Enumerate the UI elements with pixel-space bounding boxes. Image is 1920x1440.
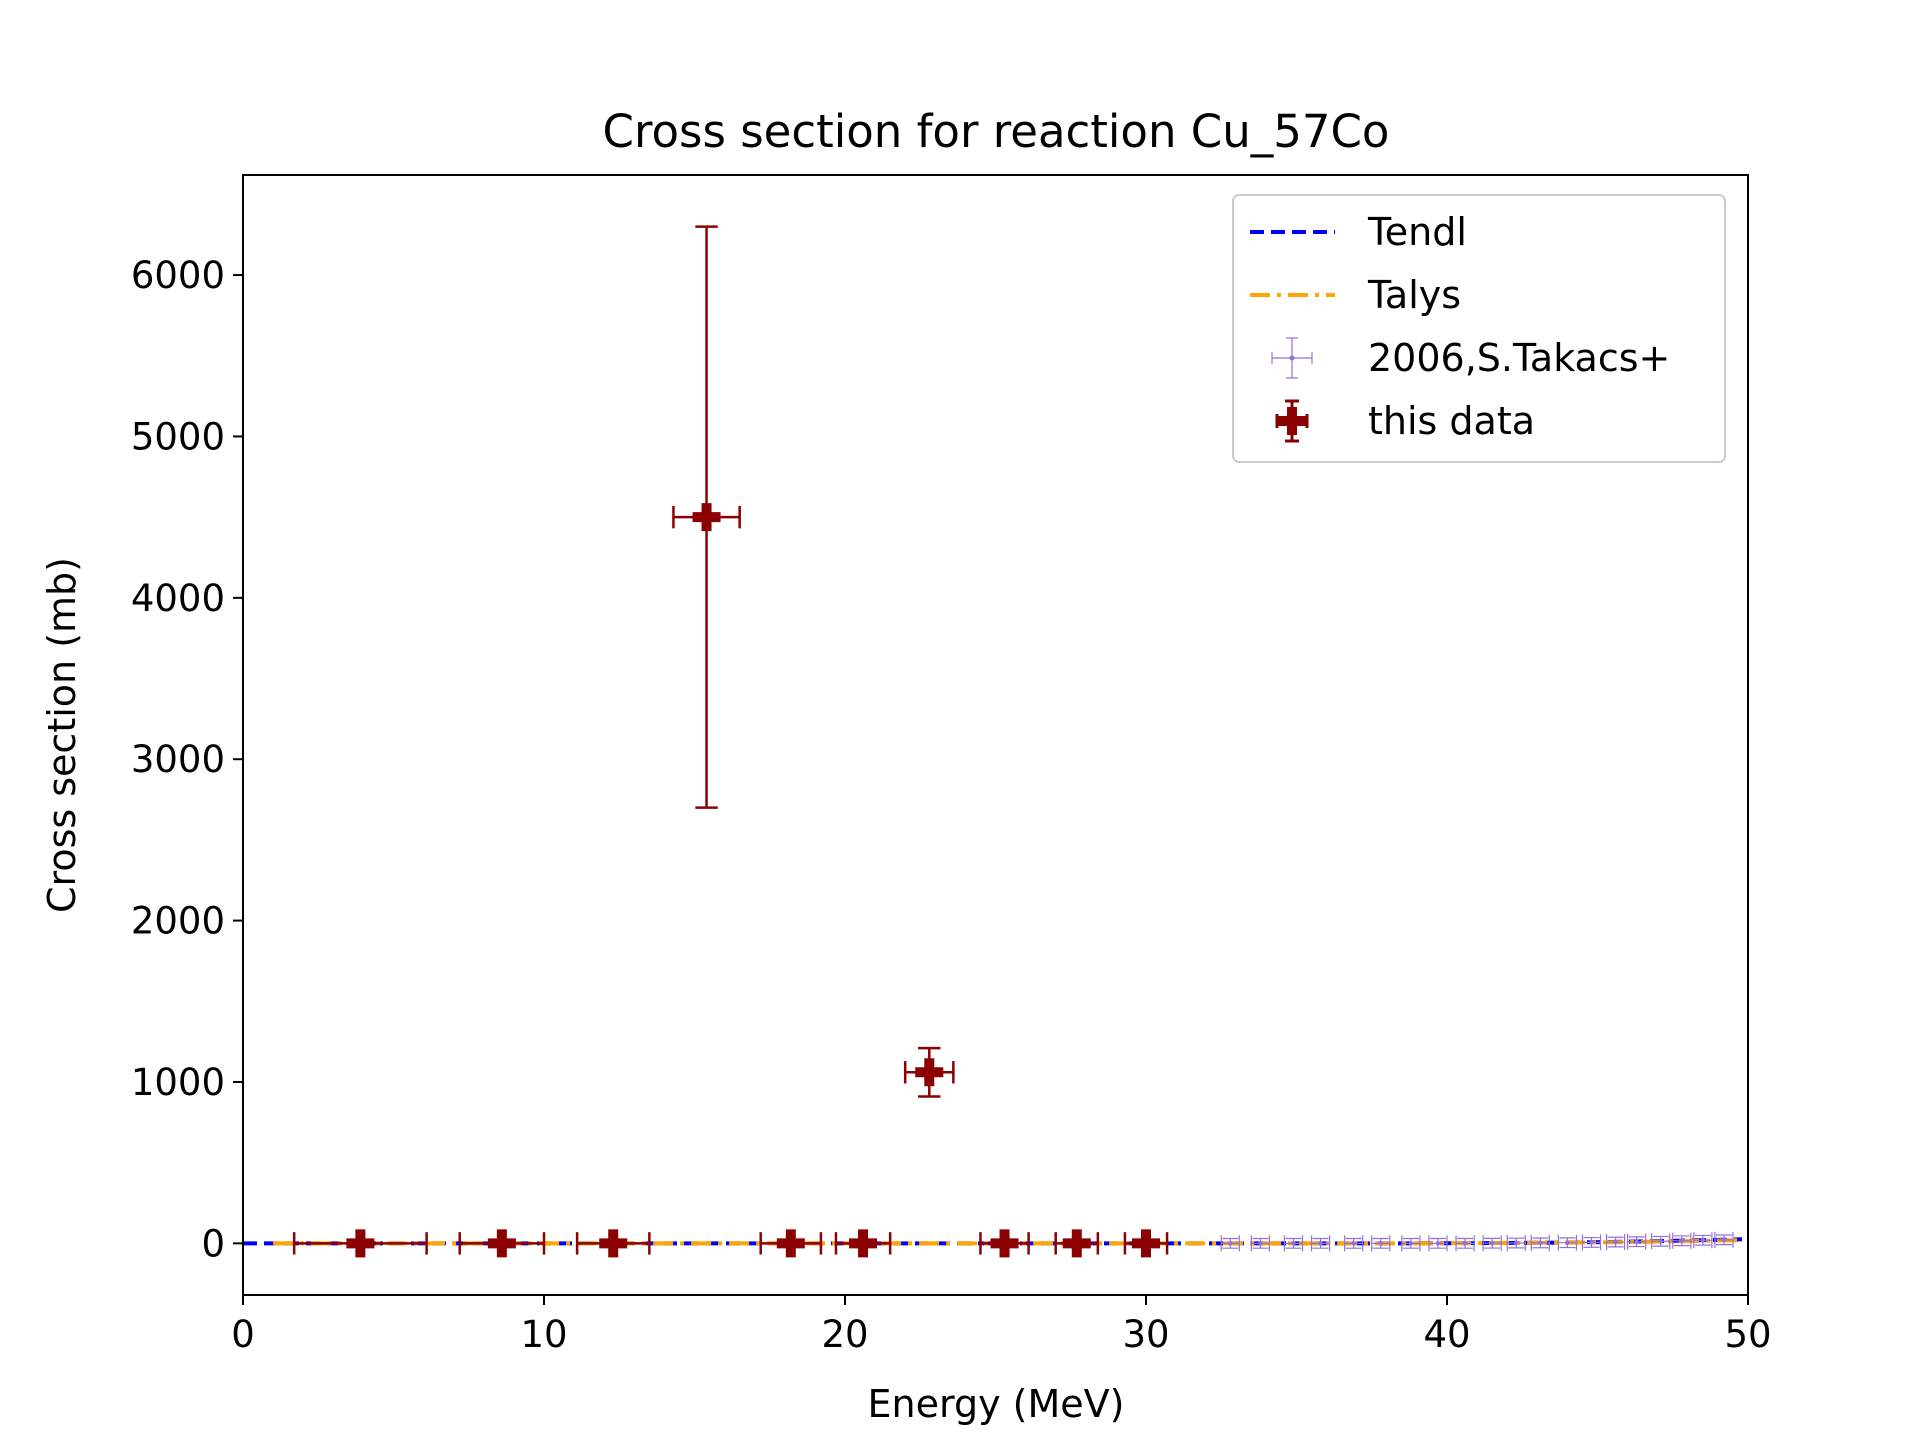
data-point-this-data [1123,1229,1169,1258]
marker-dot [1291,1241,1296,1246]
marker-dot [1679,1238,1684,1243]
x-tick-label: 10 [520,1313,567,1356]
marker-plus [692,503,721,532]
chart-title: Cross section for reaction Cu_57Co [603,105,1390,158]
data-point-this-data [759,1229,823,1258]
marker-dot [1514,1240,1519,1246]
marker-dot [1613,1239,1618,1245]
data-point-2006-s-takacs [1651,1233,1671,1250]
y-tick-label: 0 [201,1222,225,1265]
data-point-2006-s-takacs [1371,1235,1391,1252]
marker-dot [1589,1240,1594,1245]
y-axis-label: Cross section (mb) [40,557,84,913]
marker-plus [915,1058,944,1087]
marker-plus [990,1229,1019,1258]
marker-plus [346,1229,375,1258]
marker-dot [1721,1237,1727,1243]
data-point-2006-s-takacs [1344,1235,1364,1252]
legend-box [1232,194,1726,463]
marker-dot [1700,1238,1706,1243]
legend-label-takacs: 2006,S.Takacs+ [1368,336,1670,380]
data-point-2006-s-takacs [1530,1234,1550,1251]
data-point-this-data [903,1046,955,1098]
y-tick-label: 6000 [131,254,225,297]
x-axis-label: Energy (MeV) [868,1382,1125,1426]
marker-plus [1062,1229,1091,1258]
marker-dot [1228,1241,1233,1246]
x-tick-label: 20 [821,1313,868,1356]
y-axis: 0 1000 2000 3000 4000 5000 6000 [131,254,243,1265]
marker-plus [487,1229,516,1258]
marker-dot [1658,1239,1663,1244]
marker-dot [1538,1240,1543,1246]
plot-area [243,225,1743,1258]
y-tick-label: 1000 [131,1061,225,1104]
data-point-2006-s-takacs [1506,1235,1526,1252]
data-point-2006-s-takacs [1482,1235,1502,1252]
legend-swatch-this-data [1275,399,1309,443]
data-point-2006-s-takacs [1220,1235,1240,1252]
marker-dot [1408,1241,1414,1246]
y-tick-label: 3000 [131,738,225,781]
marker-dot [1489,1240,1495,1246]
data-point-this-data [979,1229,1030,1258]
x-tick-label: 0 [231,1313,255,1356]
data-point-2006-s-takacs [1672,1232,1692,1249]
x-tick-label: 40 [1423,1313,1470,1356]
data-point-2006-s-takacs [1626,1233,1647,1250]
data-point-2006-s-takacs [1250,1235,1271,1252]
marker-dot [1351,1241,1356,1246]
marker-plus [776,1229,805,1258]
data-point-this-data [672,225,741,809]
marker-dot [1634,1239,1639,1244]
x-tick-label: 50 [1724,1313,1771,1356]
y-tick-label: 4000 [131,577,225,620]
data-point-2006-s-takacs [1557,1234,1578,1251]
y-tick-label: 2000 [131,900,225,943]
marker-dot [1378,1241,1383,1246]
data-point-2006-s-takacs [1605,1234,1626,1251]
legend-label-talys: Talys [1367,273,1461,317]
data-point-2006-s-takacs [1283,1235,1304,1252]
data-point-this-data [834,1229,892,1258]
legend: Tendl Talys 2006,S.Takacs+ this data [1232,194,1726,463]
data-point-2006-s-takacs [1455,1235,1475,1252]
x-axis: 0 10 20 30 40 50 [231,1295,1772,1356]
legend-swatch-takacs [1271,337,1313,379]
data-point-2006-s-takacs [1581,1234,1602,1251]
data-point-2006-s-takacs [1428,1235,1448,1252]
x-tick-label: 30 [1122,1313,1169,1356]
data-point-2006-s-takacs [1693,1232,1713,1249]
data-point-2006-s-takacs [1310,1235,1331,1252]
data-point-2006-s-takacs [1714,1231,1734,1248]
data-point-this-data [292,1229,428,1258]
marker-plus [1132,1229,1160,1258]
data-point-this-data [458,1229,546,1258]
data-point-this-data [575,1229,651,1258]
marker-plus [599,1229,628,1258]
data-point-2006-s-takacs [1401,1235,1421,1252]
legend-label-this-data: this data [1368,399,1535,443]
marker-dot [1462,1241,1468,1246]
axes-frame [242,174,1749,1296]
legend-label-tendl: Tendl [1367,210,1467,254]
marker-dot [1435,1241,1441,1246]
marker-plus [849,1229,878,1258]
marker-dot [1565,1240,1570,1245]
data-point-this-data [1054,1229,1100,1258]
y-tick-label: 5000 [131,415,225,458]
marker-dot [1258,1241,1263,1246]
marker-dot [1318,1241,1323,1246]
